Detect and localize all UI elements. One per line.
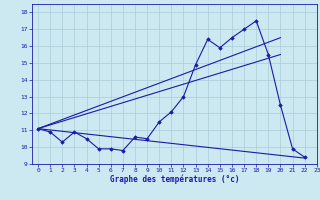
X-axis label: Graphe des températures (°c): Graphe des températures (°c) <box>110 175 239 184</box>
